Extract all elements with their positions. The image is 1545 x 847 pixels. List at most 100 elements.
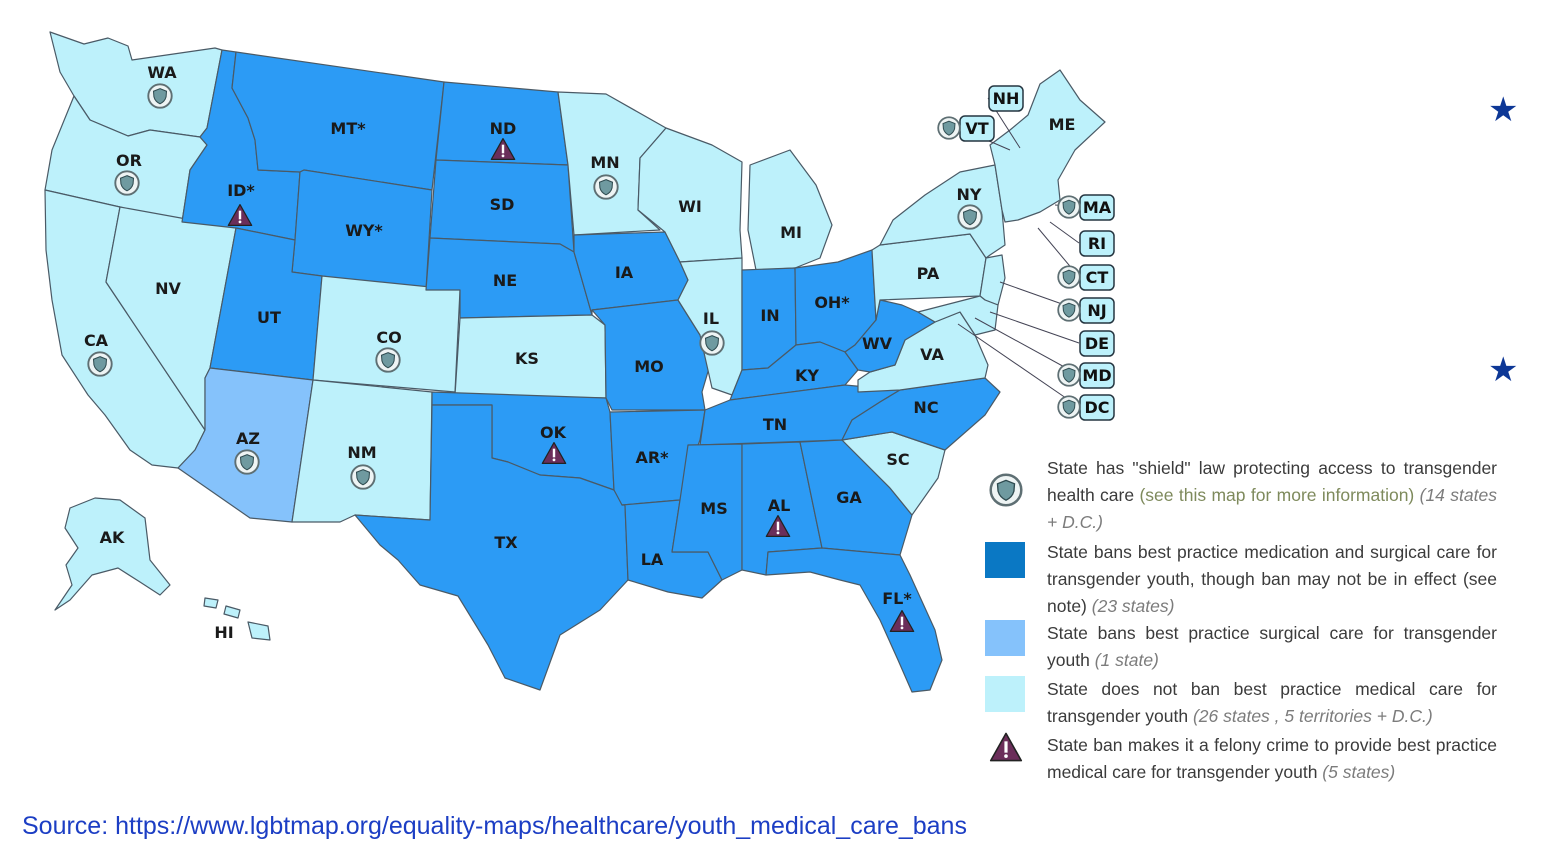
state-label-wy: WY* <box>345 221 383 240</box>
shield-icon <box>1057 265 1081 289</box>
state-label-sc: SC <box>886 450 909 469</box>
state-label-ga: GA <box>836 488 862 507</box>
state-KY <box>729 341 859 401</box>
callout-leader-line <box>957 323 1080 408</box>
state-label-nm: NM <box>347 443 376 462</box>
shield-icon <box>1057 195 1081 219</box>
state-label-tx: TX <box>494 533 518 552</box>
state-label-ny: NY <box>957 185 982 204</box>
legend-note: (5 states) <box>1322 762 1396 782</box>
shield-icon <box>1057 363 1081 387</box>
legend-text: State ban makes it a felony crime to pro… <box>1047 735 1497 782</box>
shield-icon <box>699 330 725 356</box>
state-label-me: ME <box>1049 115 1076 134</box>
state-label-hi: HI <box>214 623 233 642</box>
legend-note: (14 states + D.C.) <box>1047 485 1497 532</box>
legend-text: State bans best practice surgical care f… <box>1047 623 1497 670</box>
shield-icon <box>114 170 140 196</box>
surgical-ban-swatch <box>985 620 1025 656</box>
state-label-mn: MN <box>590 153 619 172</box>
shield-icon <box>87 351 113 377</box>
state-label-ky: KY <box>795 366 819 385</box>
state-label-ok: OK <box>540 423 567 442</box>
legend-note: (23 states) <box>1091 596 1175 616</box>
map-legend: State has "shield" law protecting access… <box>985 455 1497 786</box>
state-label-id: ID* <box>227 181 255 200</box>
star-icon: ★ <box>1488 351 1519 389</box>
legend-note: (1 state) <box>1094 650 1159 670</box>
callout-box-de <box>1079 330 1115 357</box>
state-label-wa: WA <box>147 63 177 82</box>
full-ban-swatch <box>985 542 1025 578</box>
state-label-nd: ND <box>490 119 517 138</box>
state-label-in: IN <box>760 306 779 325</box>
shield-icon <box>957 204 983 230</box>
legend-item-shield: State has "shield" law protecting access… <box>985 455 1497 535</box>
state-label-ia: IA <box>615 263 634 282</box>
callout-label-vt: VT <box>965 119 988 138</box>
source-link[interactable]: Source: https://www.lgbtmap.org/equality… <box>22 812 967 840</box>
state-label-la: LA <box>641 550 664 569</box>
state-label-ks: KS <box>515 349 539 368</box>
state-label-pa: PA <box>917 264 940 283</box>
state-label-nc: NC <box>913 398 938 417</box>
state-label-al: AL <box>768 496 791 515</box>
callout-label-de: DE <box>1085 334 1109 353</box>
shield-icon <box>1057 395 1081 419</box>
callout-box-ri <box>1079 230 1115 257</box>
callout-leader-line <box>974 317 1080 376</box>
callout-label-ma: MA <box>1083 198 1112 217</box>
callout-label-ri: RI <box>1088 234 1106 253</box>
shield-icon <box>147 83 173 109</box>
state-label-ms: MS <box>700 499 727 518</box>
callout-label-dc: DC <box>1084 398 1109 417</box>
state-label-nv: NV <box>155 279 181 298</box>
legend-item-surgical-ban: State bans best practice surgical care f… <box>985 620 1497 674</box>
state-HI <box>203 597 271 641</box>
legend-note: (26 states , 5 territories + D.C.) <box>1192 706 1433 726</box>
state-label-ut: UT <box>257 308 281 327</box>
legend-item-no-ban: State does not ban best practice medical… <box>985 676 1497 730</box>
state-TX <box>354 404 629 691</box>
legend-text: State bans best practice medication and … <box>1047 542 1497 616</box>
state-label-va: VA <box>920 345 944 364</box>
state-label-sd: SD <box>490 195 515 214</box>
state-AK <box>54 497 171 611</box>
state-label-il: IL <box>703 309 719 328</box>
state-label-oh: OH* <box>814 293 850 312</box>
state-MI <box>747 149 833 271</box>
star-icon: ★ <box>1488 91 1519 129</box>
legend-item-felony: State ban makes it a felony crime to pro… <box>985 732 1497 786</box>
state-label-mt: MT* <box>330 119 366 138</box>
callout-box-nh <box>988 85 1024 112</box>
state-label-wi: WI <box>678 197 702 216</box>
state-label-co: CO <box>376 328 401 347</box>
callout-label-nj: NJ <box>1087 301 1106 320</box>
state-label-ar: AR* <box>635 448 669 467</box>
state-label-fl: FL* <box>882 589 912 608</box>
callout-label-nh: NH <box>993 89 1020 108</box>
state-WI <box>637 127 743 263</box>
no-ban-swatch <box>985 676 1025 712</box>
shield-icon <box>937 116 961 140</box>
state-label-ne: NE <box>493 271 517 290</box>
state-label-az: AZ <box>236 429 260 448</box>
legend-text: State does not ban best practice medical… <box>1047 679 1497 726</box>
warning-triangle-icon <box>989 730 1023 764</box>
callout-label-ct: CT <box>1086 268 1109 287</box>
shield-icon <box>350 464 376 490</box>
state-FL <box>765 547 943 693</box>
state-label-wv: WV <box>862 334 893 353</box>
state-label-ca: CA <box>84 331 109 350</box>
shield-icon <box>375 347 401 373</box>
legend-item-full-ban: State bans best practice medication and … <box>985 539 1497 620</box>
state-label-mo: MO <box>634 357 664 376</box>
callout-label-md: MD <box>1082 366 1111 385</box>
shield-icon <box>1057 298 1081 322</box>
shield-icon <box>234 449 260 475</box>
legend-map-link[interactable]: (see this map for more information) <box>1139 485 1415 505</box>
state-label-or: OR <box>116 151 142 170</box>
legend-text: State has "shield" law protecting access… <box>1047 458 1497 505</box>
callout-leader-line <box>989 311 1080 344</box>
